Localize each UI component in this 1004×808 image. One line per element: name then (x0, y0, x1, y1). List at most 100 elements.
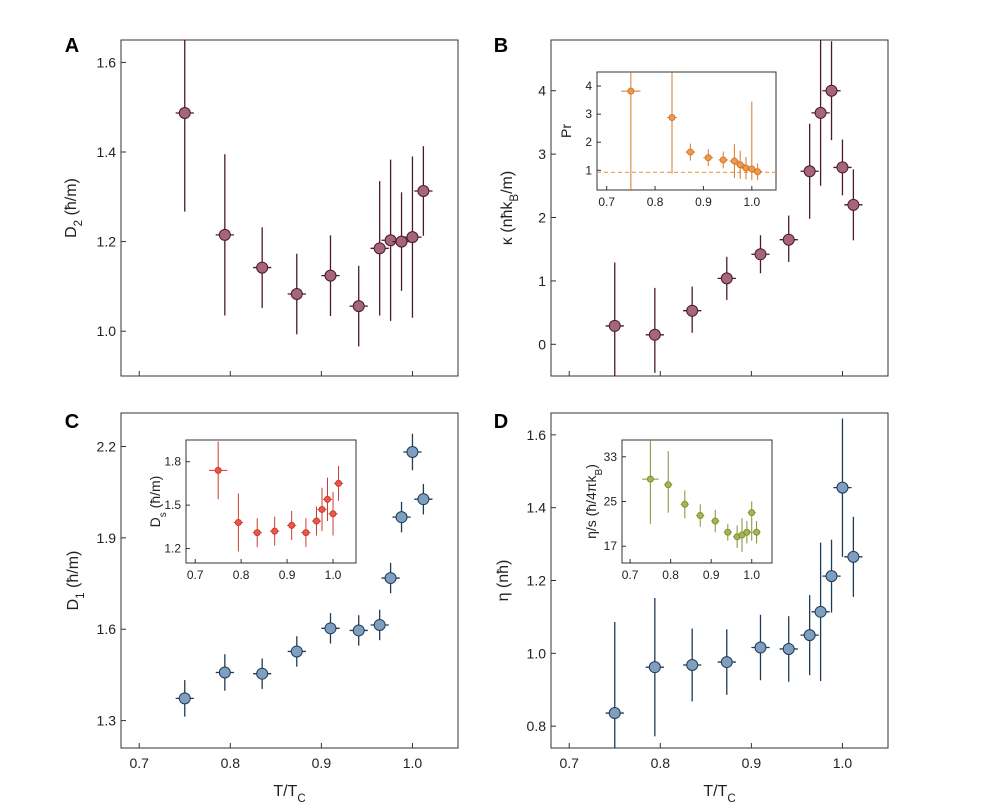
panel-b-inset-marker (704, 154, 712, 162)
panel-d-inset-ylabel-main: η/s (ħ/4πk (583, 475, 599, 539)
panel-b-marker (825, 84, 838, 97)
panel-b-point (833, 139, 852, 196)
panel-c-inset-xtick-label: 0.8 (233, 568, 250, 582)
panel-c-inset-marker (288, 521, 296, 529)
panel-b-letter: B (494, 35, 508, 57)
panel-d-ytick-label: 0.8 (527, 718, 547, 734)
panel-d-point (717, 629, 736, 695)
panel-c-xlabel-main: T/T (273, 783, 297, 800)
panel-b-inset-xtick-label: 1.0 (743, 195, 760, 209)
panel-c-inset-marker (253, 529, 261, 537)
panel-d-inset-point (664, 451, 673, 513)
panel-a-marker (218, 228, 231, 241)
panel-d-ytick-label: 1.0 (527, 645, 547, 661)
panel-d-letter: D (494, 411, 508, 433)
panel-d-inset-point (742, 521, 751, 544)
panel-d-inset-marker (748, 509, 756, 517)
panel-b-inset-marker (686, 148, 694, 156)
panel-a-point (370, 181, 389, 316)
panel-c-inset-marker (271, 527, 279, 535)
panel-b-inset: 1 2 3 4 0.7 0.8 0.9 1.0 Pr (558, 71, 777, 209)
panel-c-inset-marker (329, 510, 337, 518)
panel-d-marker (754, 641, 767, 654)
panel-b-inset-point (667, 72, 677, 174)
panel-d-xtick-label: 0.9 (742, 755, 762, 771)
panel-d-point (779, 616, 798, 682)
panel-c-ylabel-sub: 1 (75, 592, 87, 598)
panel-b-marker (814, 106, 827, 119)
panel-b-inset-marker (754, 168, 762, 176)
panel-b-inset-ytick-label: 2 (585, 135, 592, 149)
panel-c-inset-point (317, 487, 327, 532)
panel-c-point (175, 680, 194, 717)
panel-d-inset-xtick-label: 0.9 (703, 568, 720, 582)
panel-d-xtick-label: 0.8 (651, 755, 671, 771)
panel-c-inset-ylabel-main: D (147, 517, 163, 527)
panel-c-xtick-label: 0.9 (312, 755, 332, 771)
panel-d-inset-point (752, 521, 761, 544)
panel-c-point (403, 433, 422, 471)
panel-b-ytick-label: 1 (538, 273, 546, 289)
panel-b-ytick-label: 3 (538, 146, 546, 162)
panel-c-marker (395, 511, 408, 524)
panel-c-marker (352, 624, 365, 637)
panel-a-ytick-label: 1.6 (97, 54, 117, 70)
panel-c-marker (384, 572, 397, 585)
panel-b-inset-point (746, 101, 757, 181)
panel-a-point (175, 40, 194, 212)
panel-d-point (751, 614, 770, 681)
panel-c-point (349, 615, 368, 646)
panel-b-inset-ytick-label: 1 (585, 163, 592, 177)
panel-a-marker (406, 231, 419, 244)
panel-d-inset-marker (696, 511, 704, 519)
panel-d-inset-point (747, 501, 756, 541)
panel-c-inset: 1.2 1.5 1.8 0.7 0.8 0.9 1.0 Ds (ħ/m) (147, 439, 357, 582)
panel-a-ytick-label: 1.4 (97, 144, 117, 160)
panel-d-point (800, 595, 819, 676)
panel-a-marker (395, 235, 408, 248)
panel-c-point (392, 501, 411, 533)
panel-b-inset-xtick-label: 0.7 (598, 195, 615, 209)
panel-d-point (645, 597, 664, 737)
panel-b-inset-ytick-label: 3 (585, 107, 592, 121)
panel-a-point (392, 192, 411, 291)
panel-d-inset-xtick-label: 1.0 (743, 568, 760, 582)
panel-b-inset-point (685, 143, 696, 161)
panel-d-xlabel: T/TC (703, 783, 735, 805)
panel-b-inset-marker (668, 114, 676, 122)
panel-c-point (381, 562, 400, 594)
panel-b-marker (686, 304, 699, 317)
panel-b-point (717, 256, 736, 300)
panel-b-marker (608, 319, 621, 332)
panel-d-inset-marker (743, 528, 751, 536)
panel-c-inset-marker (312, 517, 320, 525)
panel-b-point (822, 41, 841, 141)
panel-d-marker (847, 550, 860, 563)
panel-a-ylabel: D2 (ħ/m) (63, 178, 85, 238)
panel-b-inset-point (703, 149, 714, 167)
panel-a-ytick-label: 1.0 (97, 323, 117, 339)
panel-d-point (811, 542, 830, 681)
panel-d-inset-marker (664, 481, 672, 489)
panel-c-inset-marker (324, 495, 332, 503)
panel-d-marker (608, 707, 621, 720)
panel-b-inset-point (729, 144, 740, 178)
panel-c-inset-ytick-label: 1.5 (164, 498, 181, 512)
panel-d-inset-marker (724, 528, 732, 536)
panel-b-inset-marker (742, 164, 750, 172)
panel-d: 0.8 1.0 1.2 1.4 1.6 0.7 0.8 0.9 1.0 Dη (nħ) T/TC 17… (494, 411, 889, 805)
panel-c-inset-xtick-label: 0.9 (279, 568, 296, 582)
panel-a-point (414, 146, 433, 236)
panel-c-inset-point (270, 516, 280, 546)
panel-a-marker (352, 300, 365, 313)
panel-a-ylabel-main: D (63, 226, 80, 238)
panel-c-inset-frame (185, 439, 357, 564)
panel-d-inset-ytick-label: 33 (604, 450, 618, 464)
panel-d-xtick-label: 1.0 (833, 755, 853, 771)
panel-d-point (833, 418, 852, 557)
panel-d-inset-point (680, 490, 689, 519)
panel-b-inset-ytick-label: 4 (585, 79, 592, 93)
panel-a-point (287, 253, 306, 335)
panel-b-ytick-label: 4 (538, 83, 546, 99)
panel-c-ylabel-main: D (65, 599, 82, 611)
